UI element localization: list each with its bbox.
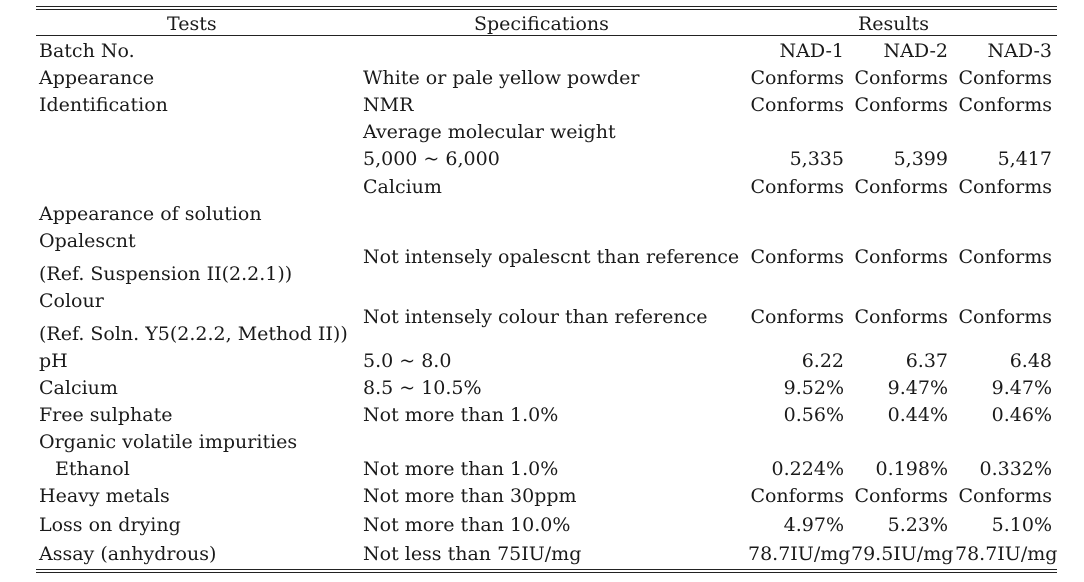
result-cell: 5.23% — [887, 514, 948, 536]
test-free-sulphate: Free sulphate — [39, 404, 173, 426]
spec-calcium: 8.5 ~ 10.5% — [363, 377, 482, 399]
table-bottom-rule-inner — [36, 569, 1057, 570]
result-cell: 9.47% — [991, 377, 1052, 399]
test-colour: Colour — [39, 290, 104, 312]
spec-free-sulphate: Not more than 1.0% — [363, 404, 559, 426]
result-cell: Conforms — [854, 176, 948, 198]
spec-assay: Not less than 75IU/mg — [363, 543, 582, 565]
result-cell: Conforms — [958, 94, 1052, 116]
table-bottom-rule — [36, 572, 1057, 573]
spec-heavy-metals: Not more than 30ppm — [363, 485, 577, 507]
header-specifications: Specifications — [474, 13, 609, 35]
result-cell: Conforms — [854, 94, 948, 116]
batch-nad2: NAD-2 — [883, 40, 948, 62]
result-cell: Conforms — [958, 176, 1052, 198]
result-cell: 9.47% — [887, 377, 948, 399]
table-top-rule-inner — [36, 9, 1057, 10]
result-cell: Conforms — [750, 306, 844, 328]
header-rule — [36, 35, 1057, 36]
batch-label: Batch No. — [39, 40, 135, 62]
test-colour-ref: (Ref. Soln. Y5(2.2.2, Method II)) — [39, 323, 348, 345]
result-cell: Conforms — [750, 94, 844, 116]
test-heavy-metals: Heavy metals — [39, 485, 170, 507]
spec-colour: Not intensely colour than reference — [363, 306, 708, 328]
result-cell: 5,399 — [893, 148, 948, 170]
result-cell: Conforms — [750, 485, 844, 507]
test-opalescent-ref: (Ref. Suspension II(2.2.1)) — [39, 263, 293, 285]
test-appearance: Appearance — [39, 67, 155, 89]
result-cell: Conforms — [854, 306, 948, 328]
result-cell: 0.332% — [979, 458, 1052, 480]
table-top-rule — [36, 6, 1057, 7]
result-cell: 6.48 — [1009, 350, 1052, 372]
spec-loss-on-drying: Not more than 10.0% — [363, 514, 571, 536]
result-cell: 0.56% — [783, 404, 844, 426]
spec-appearance: White or pale yellow powder — [363, 67, 640, 89]
result-cell: 0.224% — [771, 458, 844, 480]
header-results: Results — [858, 13, 929, 35]
result-cell: 5,417 — [997, 148, 1052, 170]
test-opalescent: Opalescnt — [39, 230, 136, 252]
result-cell: 0.46% — [991, 404, 1052, 426]
test-calcium: Calcium — [39, 377, 118, 399]
result-cell: 0.44% — [887, 404, 948, 426]
result-cell: 5.10% — [991, 514, 1052, 536]
spec-nmr: NMR — [363, 94, 414, 116]
result-cell: Conforms — [854, 246, 948, 268]
test-loss-on-drying: Loss on drying — [39, 514, 181, 536]
spec-opalescent: Not intensely opalescnt than reference — [363, 246, 740, 268]
result-cell: 5,335 — [789, 148, 844, 170]
result-cell: 78.7IU/mg — [955, 543, 1058, 565]
result-cell: Conforms — [854, 485, 948, 507]
spec-ethanol: Not more than 1.0% — [363, 458, 559, 480]
result-cell: 9.52% — [783, 377, 844, 399]
header-tests: Tests — [167, 13, 217, 35]
result-cell: 0.198% — [875, 458, 948, 480]
test-ethanol: Ethanol — [55, 458, 130, 480]
result-cell: Conforms — [750, 176, 844, 198]
batch-nad3: NAD-3 — [987, 40, 1052, 62]
result-cell: Conforms — [750, 67, 844, 89]
result-cell: Conforms — [958, 246, 1052, 268]
result-cell: Conforms — [958, 485, 1052, 507]
result-cell: Conforms — [750, 246, 844, 268]
test-identification: Identification — [39, 94, 168, 116]
batch-nad1: NAD-1 — [779, 40, 844, 62]
spec-calcium-id: Calcium — [363, 176, 442, 198]
result-cell: 4.97% — [783, 514, 844, 536]
result-cell: Conforms — [958, 67, 1052, 89]
result-cell: 6.37 — [905, 350, 948, 372]
test-ovi: Organic volatile impurities — [39, 431, 298, 453]
test-ph: pH — [39, 350, 68, 372]
test-appearance-solution: Appearance of solution — [39, 203, 262, 225]
spec-ph: 5.0 ~ 8.0 — [363, 350, 452, 372]
result-cell: 6.22 — [801, 350, 844, 372]
specification-table: Tests Specifications Results Batch No. N… — [36, 6, 1058, 573]
result-cell: 78.7IU/mg — [748, 543, 851, 565]
result-cell: Conforms — [854, 67, 948, 89]
test-assay: Assay (anhydrous) — [39, 543, 217, 565]
spec-amw-range: 5,000 ~ 6,000 — [363, 148, 500, 170]
spec-amw: Average molecular weight — [363, 121, 616, 143]
result-cell: Conforms — [958, 306, 1052, 328]
result-cell: 79.5IU/mg — [851, 543, 954, 565]
